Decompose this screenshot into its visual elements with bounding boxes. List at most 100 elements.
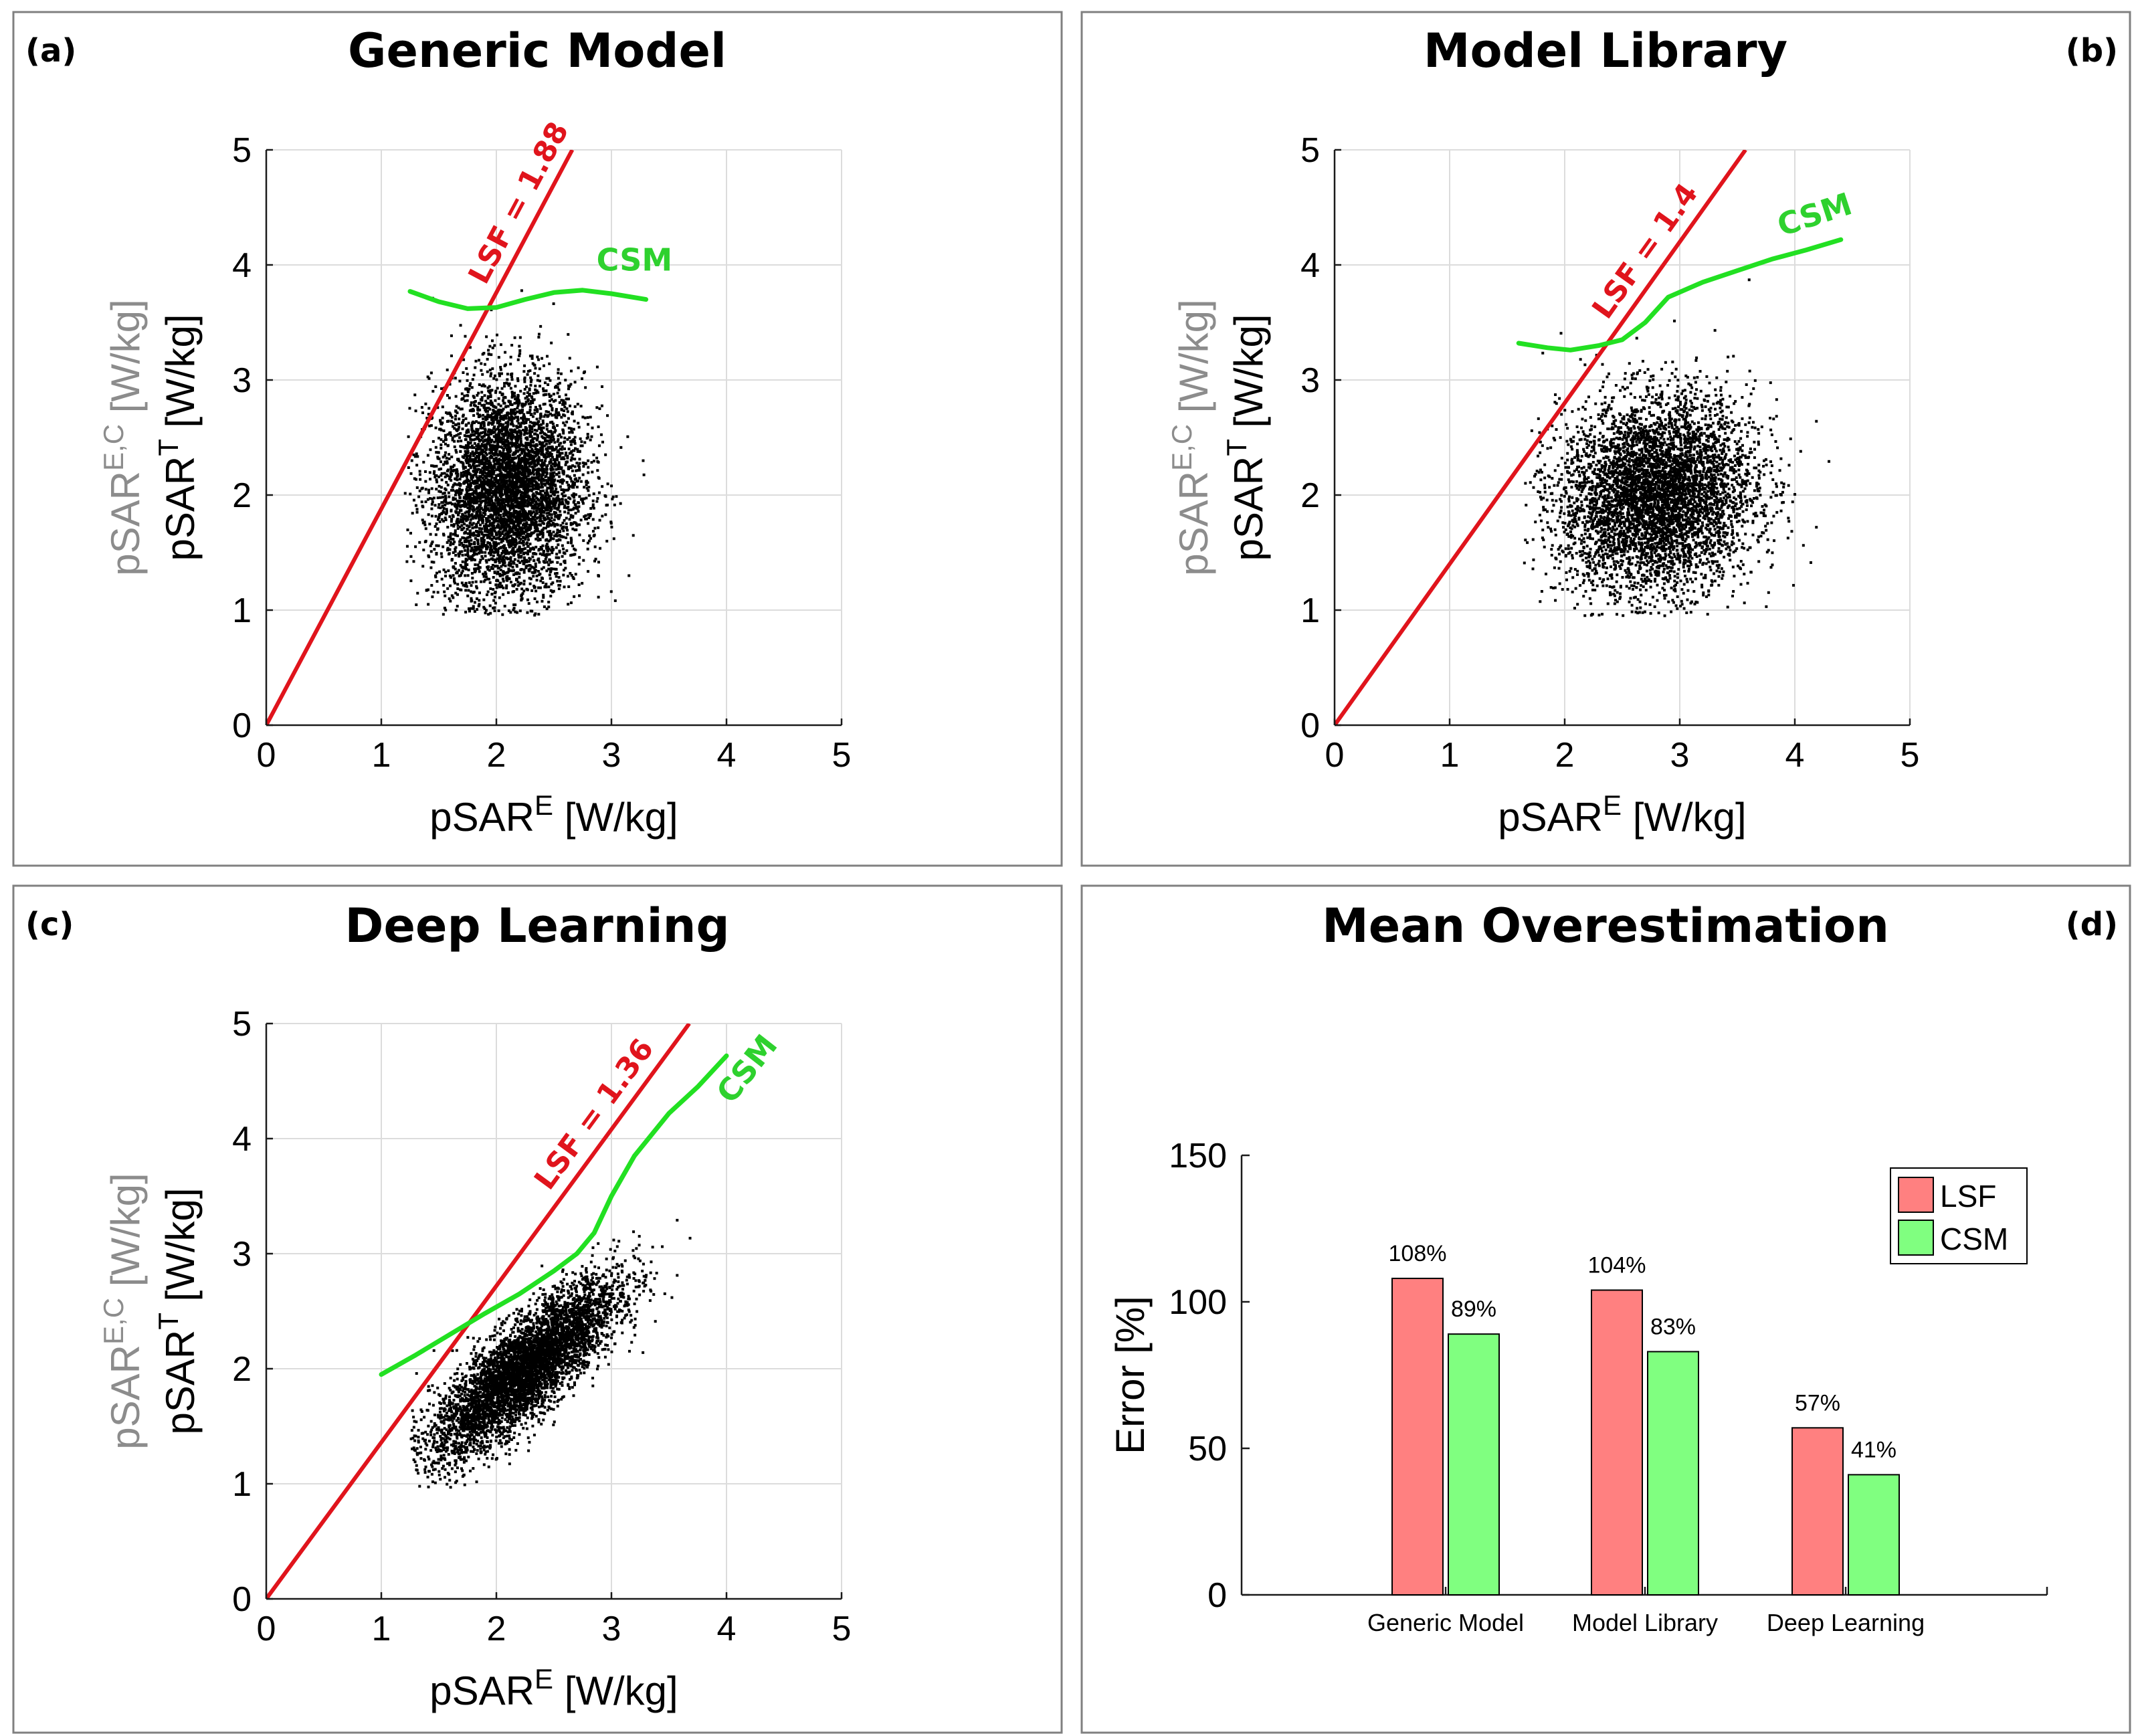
scatter-point [516,512,519,516]
scatter-point [555,411,558,414]
scatter-point [512,608,515,611]
scatter-point [475,522,478,526]
scatter-point [571,410,574,413]
scatter-point [528,429,531,433]
scatter-point [478,440,481,443]
scatter-point [552,567,555,571]
scatter-point [550,508,553,511]
scatter-point [526,484,529,487]
scatter-point [588,534,591,537]
scatter-point [474,457,478,460]
scatter-point [504,351,507,354]
scatter-point [562,429,565,432]
scatter-point [519,551,522,555]
scatter-point [484,512,487,516]
scatter-point [484,487,487,490]
scatter-point [537,613,541,616]
scatter-point [531,421,534,425]
scatter-point [543,444,547,448]
scatter-point [551,445,554,448]
scatter-point [472,474,475,477]
scatter-point [586,436,589,439]
scatter-point [502,458,506,461]
scatter-point [539,448,542,452]
scatter-point [472,480,475,483]
scatter-point [438,457,441,460]
scatter-point [524,458,528,461]
scatter-point [569,554,573,557]
scatter-point [488,452,491,455]
scatter-point [541,494,545,497]
scatter-point [484,408,487,411]
scatter-point [514,436,517,439]
scatter-point [532,575,535,578]
scatter-point [512,524,515,527]
scatter-point [526,395,529,398]
scatter-point [500,522,503,525]
scatter-point [559,563,563,566]
panel-a-letter: (a) [25,32,76,70]
scatter-point [573,442,577,445]
scatter-point [497,434,500,438]
scatter-point [554,448,557,451]
scatter-point [557,383,560,386]
scatter-point [522,476,525,480]
scatter-point [480,537,483,540]
scatter-point [570,450,573,453]
scatter-point [483,464,486,467]
scatter-point [474,537,477,540]
scatter-point [514,528,518,531]
scatter-point [461,461,464,464]
scatter-point [487,349,490,352]
scatter-point [508,577,511,581]
scatter-point [453,541,456,544]
scatter-point [530,547,533,551]
scatter-point [504,500,508,503]
scatter-point [500,503,504,506]
scatter-point [506,540,509,543]
scatter-point [567,332,570,336]
scatter-point [540,493,543,496]
scatter-point [548,395,551,398]
scatter-point [549,486,552,489]
scatter-point [423,470,427,473]
scatter-point [446,470,449,473]
scatter-point [559,480,562,484]
scatter-point [512,411,515,414]
scatter-point [523,417,526,420]
scatter-point [480,475,483,478]
scatter-point [513,469,516,472]
scatter-point [484,522,488,526]
scatter-point [508,561,511,565]
scatter-point [543,454,546,457]
scatter-point [557,583,561,587]
scatter-point [480,431,483,435]
scatter-point [452,425,455,428]
scatter-point [482,417,485,420]
scatter-point [484,399,488,403]
scatter-point [587,522,590,525]
scatter-point [474,496,478,499]
scatter-point [500,479,503,482]
scatter-point [505,518,508,521]
scatter-point [557,438,560,441]
scatter-point [541,499,544,502]
scatter-point [509,432,512,436]
scatter-point [599,433,603,436]
scatter-point [464,417,468,420]
scatter-point [474,567,478,571]
scatter-point [502,438,505,441]
scatter-point [486,541,490,545]
scatter-point [454,414,458,417]
scatter-point [417,495,421,498]
scatter-point [518,477,522,480]
scatter-point [508,382,511,385]
scatter-point [485,530,488,533]
scatter-point [525,521,528,524]
scatter-point [430,514,433,518]
scatter-point [555,385,558,388]
scatter-point [573,436,577,439]
scatter-point [504,474,507,477]
scatter-point [499,568,502,571]
scatter-point [598,518,601,522]
